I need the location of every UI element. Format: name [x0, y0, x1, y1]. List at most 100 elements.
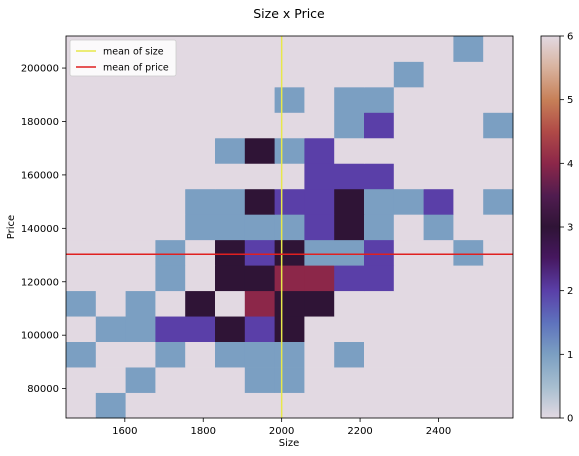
x-axis-label: Size [279, 438, 300, 449]
heatmap-cell [364, 86, 395, 113]
heatmap-cell [364, 61, 395, 88]
heatmap-cell [244, 214, 275, 241]
heatmap-cell [185, 392, 216, 419]
heatmap-cell [453, 392, 484, 419]
heatmap-cell [215, 341, 246, 368]
heatmap-cell [125, 316, 156, 342]
heatmap-cell [393, 265, 424, 292]
heatmap-cell [304, 86, 335, 113]
heatmap-cell [304, 265, 335, 292]
y-tick-label: 80000 [27, 384, 59, 395]
heatmap-cell [423, 36, 454, 62]
heatmap-cell [393, 112, 424, 139]
heatmap-cell [155, 367, 186, 393]
colorbar-tick-label: 4 [567, 159, 573, 170]
heatmap-cell [334, 188, 365, 215]
heatmap-cell [483, 188, 514, 215]
x-tick-label: 2200 [347, 426, 372, 437]
heatmap-cell [95, 265, 126, 292]
heatmap-cell [393, 61, 424, 88]
heatmap-cell [155, 341, 186, 368]
heatmap-cell [453, 188, 484, 215]
heatmap-cell [244, 290, 275, 317]
legend: mean of size mean of price [69, 39, 177, 77]
heatmap-cell [453, 341, 484, 368]
heatmap-cell [215, 239, 246, 266]
heatmap-cell [423, 367, 454, 393]
heatmap-cell [274, 239, 305, 266]
heatmap-cell [393, 163, 424, 190]
heatmap-cell [334, 36, 365, 62]
chart-title: Size x Price [253, 6, 325, 21]
heatmap-cell [423, 290, 454, 317]
heatmap-cell [155, 316, 186, 342]
heatmap-cell [125, 392, 156, 419]
heatmap-cell [274, 86, 305, 113]
heatmap-cell [274, 188, 305, 215]
heatmap-cell [155, 137, 186, 164]
heatmap-cell [334, 112, 365, 139]
heatmap-cell [244, 61, 275, 88]
heatmap-cell [95, 392, 126, 419]
colorbar-tick-label: 0 [567, 414, 573, 425]
heatmap-cell [393, 86, 424, 113]
heatmap-cell [334, 265, 365, 292]
heatmap-cell [364, 290, 395, 317]
legend-box [69, 39, 177, 77]
heatmap-cell [304, 137, 335, 164]
heatmap-cell [274, 392, 305, 419]
heatmap-cell [274, 341, 305, 368]
heatmap-cell [244, 137, 275, 164]
heatmap-cell [423, 316, 454, 342]
heatmap-cell [155, 392, 186, 419]
heatmap-cell [215, 188, 246, 215]
heatmap-cell [274, 290, 305, 317]
heatmap-cell [95, 86, 126, 113]
heatmap-cell [334, 367, 365, 393]
heatmap-cell [244, 392, 275, 419]
heatmap-cell [244, 265, 275, 292]
heatmap-cell [304, 367, 335, 393]
heatmap-cell [423, 163, 454, 190]
heatmap-cell [453, 36, 484, 62]
heatmap-cell [95, 163, 126, 190]
heatmap-cell [393, 239, 424, 266]
heatmap-cell [215, 316, 246, 342]
heatmap-cell [334, 341, 365, 368]
heatmap-cell [453, 137, 484, 164]
heatmap-cell [274, 137, 305, 164]
heatmap-cell [66, 214, 97, 241]
heatmap-cell [155, 86, 186, 113]
heatmap-cell [453, 290, 484, 317]
heatmap-cell [423, 239, 454, 266]
heatmap-cell [274, 112, 305, 139]
heatmap-cell [66, 367, 97, 393]
heatmap-cell [215, 61, 246, 88]
heatmap-cell [66, 290, 97, 317]
heatmap-cell [453, 61, 484, 88]
heatmap-cell [66, 341, 97, 368]
heatmap-cell [423, 341, 454, 368]
heatmap-cell [185, 188, 216, 215]
heatmap-cell [244, 316, 275, 342]
heatmap-cell [364, 112, 395, 139]
x-tick-label: 2400 [426, 426, 451, 437]
heatmap-cell [334, 392, 365, 419]
heatmap-cell [393, 137, 424, 164]
heatmap-cell [155, 265, 186, 292]
heatmap-cell [423, 214, 454, 241]
heatmap-cell [95, 137, 126, 164]
heatmap-cell [244, 239, 275, 266]
heatmap-cell [185, 239, 216, 266]
legend-label-mean-price: mean of price [103, 63, 169, 74]
heatmap-cell [483, 316, 514, 342]
heatmap-cell [185, 265, 216, 292]
heatmap-cell [95, 214, 126, 241]
colorbar-tick-label: 5 [567, 95, 573, 106]
heatmap-cell [364, 316, 395, 342]
heatmap-cell [185, 36, 216, 62]
heatmap-cell [304, 214, 335, 241]
heatmap-cell [95, 316, 126, 342]
mean-lines [66, 36, 513, 418]
heatmap-cell [215, 214, 246, 241]
